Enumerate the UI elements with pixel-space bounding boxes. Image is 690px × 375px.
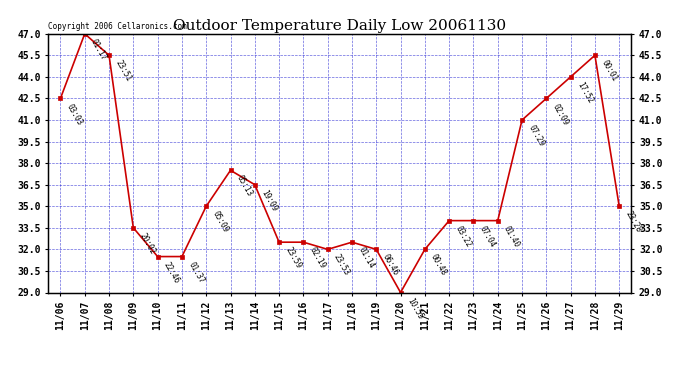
Text: 02:09: 02:09	[551, 102, 570, 126]
Text: 06:46: 06:46	[381, 253, 400, 278]
Text: 03:03: 03:03	[65, 102, 84, 126]
Text: 10:55: 10:55	[405, 296, 424, 321]
Text: 23:59: 23:59	[284, 246, 303, 270]
Text: 23:28: 23:28	[624, 210, 643, 234]
Text: 05:13: 05:13	[235, 174, 254, 198]
Text: 00:48: 00:48	[429, 253, 448, 278]
Text: 02:19: 02:19	[308, 246, 327, 270]
Text: 03:22: 03:22	[453, 224, 473, 249]
Text: 07:29: 07:29	[526, 124, 546, 148]
Text: 01:37: 01:37	[186, 260, 206, 285]
Text: 07:04: 07:04	[477, 224, 497, 249]
Text: 20:02: 20:02	[138, 231, 157, 256]
Text: 19:09: 19:09	[259, 188, 279, 213]
Text: 01:40: 01:40	[502, 224, 522, 249]
Text: 00:01: 00:01	[600, 59, 619, 83]
Text: 05:09: 05:09	[210, 210, 230, 234]
Title: Outdoor Temperature Daily Low 20061130: Outdoor Temperature Daily Low 20061130	[173, 19, 506, 33]
Text: Copyright 2006 Cellaronics.com: Copyright 2006 Cellaronics.com	[48, 22, 187, 31]
Text: 17:52: 17:52	[575, 81, 594, 105]
Text: 22:46: 22:46	[162, 260, 181, 285]
Text: 01:17: 01:17	[89, 38, 108, 62]
Text: 23:51: 23:51	[113, 59, 132, 83]
Text: 01:14: 01:14	[356, 246, 375, 270]
Text: 23:53: 23:53	[332, 253, 351, 278]
